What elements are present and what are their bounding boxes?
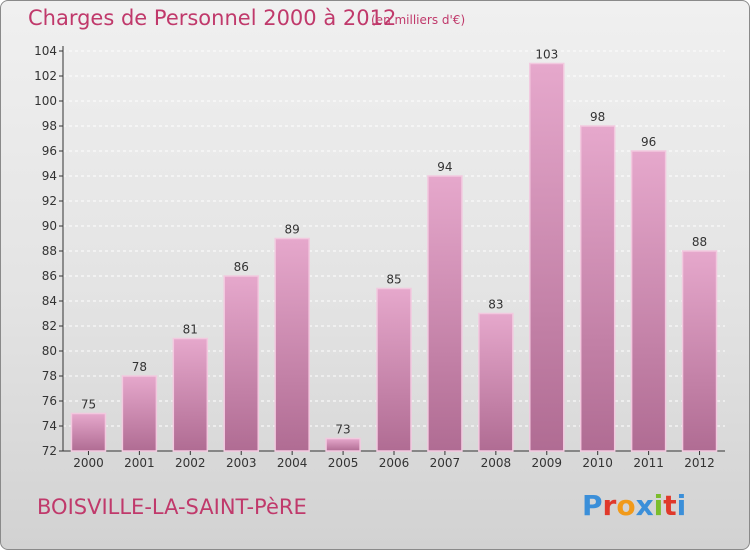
data-label: 89: [285, 223, 300, 237]
chart-title: Charges de Personnel 2000 à 2012: [28, 6, 397, 30]
y-tick-label: 102: [34, 69, 57, 83]
x-tick-label: 2012: [684, 456, 715, 470]
data-label: 94: [437, 160, 452, 174]
x-tick-label: 2006: [379, 456, 410, 470]
bar: [121, 375, 158, 452]
y-tick-label: 94: [42, 169, 57, 183]
x-tick-label: 2000: [73, 456, 104, 470]
x-tick-label: 2003: [226, 456, 257, 470]
x-tick-label: 2001: [124, 456, 155, 470]
x-tick-label: 2009: [531, 456, 562, 470]
bar: [630, 150, 667, 452]
bar: [529, 62, 565, 452]
data-label: 88: [692, 235, 707, 249]
data-label: 78: [132, 360, 147, 374]
data-label: 83: [488, 298, 503, 312]
bar: [427, 175, 463, 452]
y-tick-label: 92: [42, 194, 57, 208]
y-tick-label: 98: [42, 119, 57, 133]
y-tick-label: 86: [42, 269, 57, 283]
bar: [681, 250, 718, 452]
x-tick-label: 2011: [633, 456, 664, 470]
y-tick-label: 74: [42, 419, 57, 433]
commune-name: BOISVILLE-LA-SAINT-PèRE: [37, 495, 307, 519]
y-tick-label: 100: [34, 94, 57, 108]
data-label: 98: [590, 110, 605, 124]
x-tick-label: 2002: [175, 456, 206, 470]
x-tick-label: 2005: [328, 456, 359, 470]
data-label: 86: [234, 260, 249, 274]
bar: [274, 237, 310, 452]
y-tick-label: 72: [42, 444, 57, 458]
x-tick-label: 2008: [481, 456, 512, 470]
data-label: 81: [183, 323, 198, 337]
bar: [70, 412, 107, 452]
bar: [478, 312, 514, 452]
y-tick-label: 90: [42, 219, 57, 233]
y-tick-label: 104: [34, 44, 57, 58]
bar: [172, 337, 209, 452]
bar: [579, 125, 616, 452]
data-label: 73: [335, 423, 350, 437]
y-tick-label: 80: [42, 344, 57, 358]
y-tick-label: 78: [42, 369, 57, 383]
data-label: 85: [386, 273, 401, 287]
x-tick-label: 2010: [582, 456, 613, 470]
x-tick-label: 2007: [430, 456, 461, 470]
bar: [376, 287, 412, 452]
y-tick-label: 88: [42, 244, 57, 258]
bar: [325, 437, 361, 452]
y-tick-label: 76: [42, 394, 57, 408]
data-label: 103: [535, 48, 558, 62]
bar: [223, 275, 259, 452]
proxiti-logo: Proxiti: [582, 489, 687, 522]
data-label: 75: [81, 398, 96, 412]
x-tick-label: 2004: [277, 456, 308, 470]
chart-subtitle: (en milliers d'€): [371, 13, 466, 27]
y-tick-label: 96: [42, 144, 57, 158]
data-label: 96: [641, 135, 656, 149]
y-tick-label: 82: [42, 319, 57, 333]
y-tick-label: 84: [42, 294, 57, 308]
